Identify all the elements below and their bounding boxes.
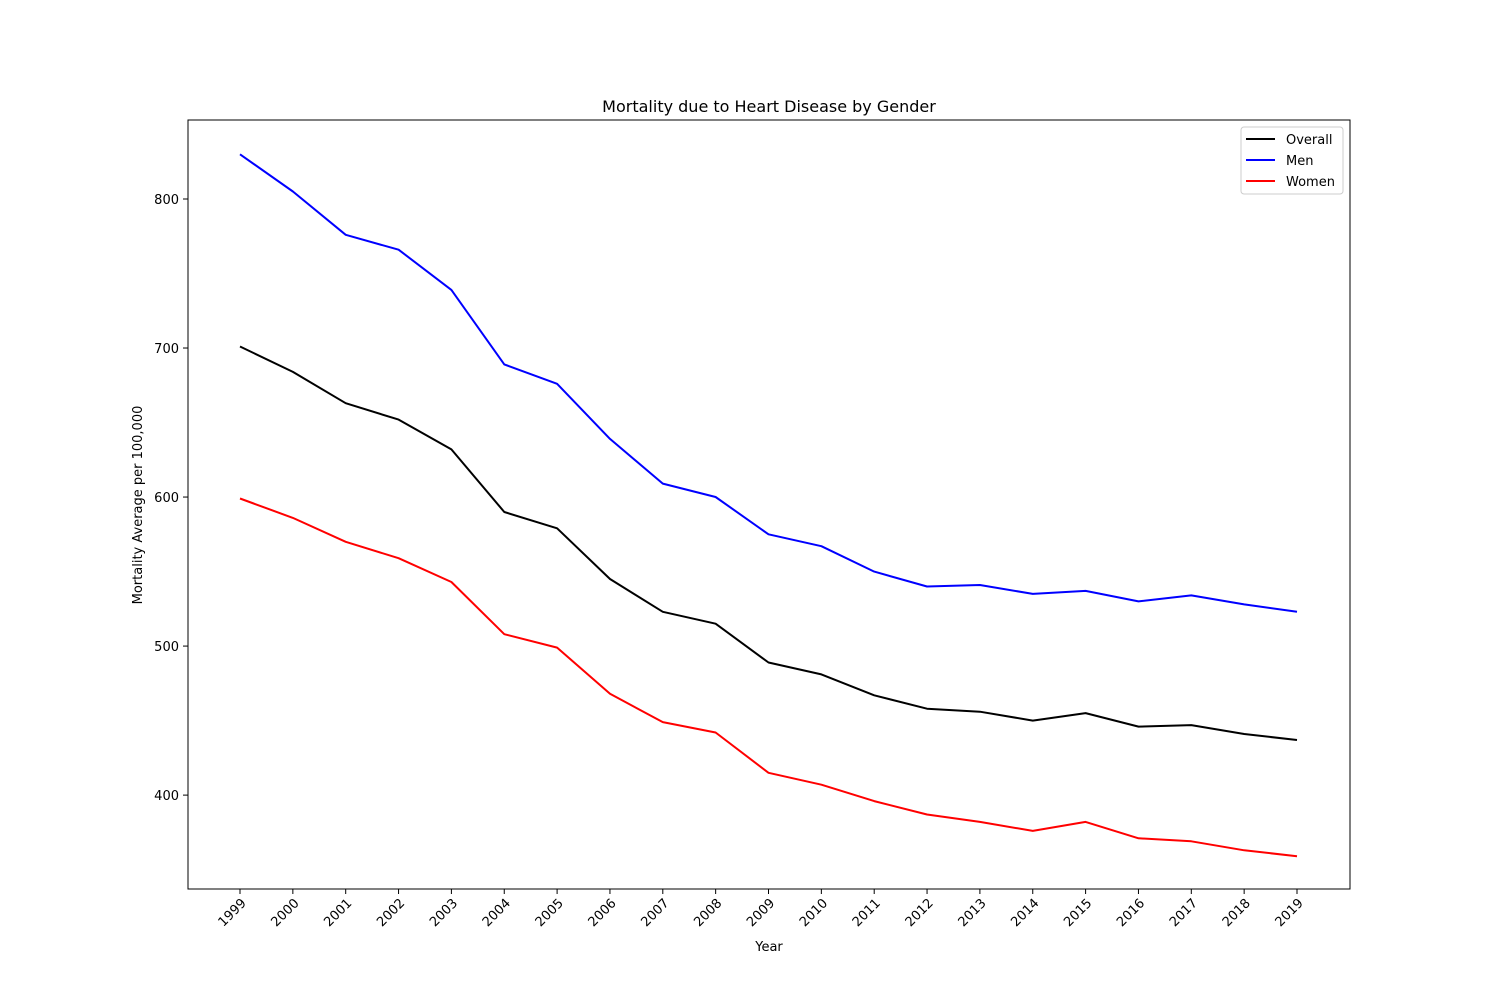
x-tick-label: 2017 (1167, 896, 1201, 930)
x-axis-title: Year (754, 940, 783, 955)
x-tick-label: 2012 (903, 896, 937, 930)
legend-label-women: Women (1286, 175, 1335, 190)
x-tick-label: 2006 (586, 896, 620, 930)
y-tick-label: 600 (154, 491, 179, 506)
legend-box (1240, 126, 1344, 195)
x-tick-label: 2015 (1061, 896, 1095, 930)
series-lines (239, 153, 1298, 858)
x-tick-label: 2000 (268, 896, 302, 930)
x-tick-label: 2011 (850, 896, 884, 930)
y-axis-title: Mortality Average per 100,000 (131, 406, 146, 605)
x-tick-label: 2018 (1220, 896, 1254, 930)
plot-area (187, 119, 1351, 890)
series-line-women (239, 497, 1298, 858)
x-tick-label: 1999 (216, 896, 250, 930)
y-tick-label: 500 (154, 640, 179, 655)
x-tick-label: 2014 (1008, 896, 1042, 930)
y-tick-label: 700 (154, 342, 179, 357)
x-tick-label: 2004 (480, 896, 514, 930)
x-tick-label: 2019 (1273, 896, 1307, 930)
x-tick-label: 2013 (956, 896, 990, 930)
x-tick-label: 2008 (691, 896, 725, 930)
x-tick-label: 2001 (321, 896, 355, 930)
y-tick-label: 400 (154, 789, 179, 804)
x-tick-label: 2016 (1114, 896, 1148, 930)
x-tick-label: 2005 (533, 896, 567, 930)
series-line-overall (239, 345, 1298, 741)
x-tick-label: 2003 (427, 896, 461, 930)
legend-label-overall: Overall (1286, 133, 1332, 148)
y-tick-label: 800 (154, 193, 179, 208)
legend-label-men: Men (1286, 154, 1313, 169)
x-axis: 1999 2000 2001 2002 2003 2004 2005 2006 2007 2008… (216, 889, 1307, 930)
x-tick-label: 2007 (638, 896, 672, 930)
y-axis: 400 500 600 700 800 (154, 193, 188, 804)
chart-title: Mortality due to Heart Disease by Gender (602, 97, 936, 116)
x-tick-label: 2009 (744, 896, 778, 930)
x-tick-label: 2002 (374, 896, 408, 930)
legend: Overall Men Women (1240, 126, 1344, 195)
series-line-men (239, 153, 1298, 613)
x-tick-label: 2010 (797, 896, 831, 930)
